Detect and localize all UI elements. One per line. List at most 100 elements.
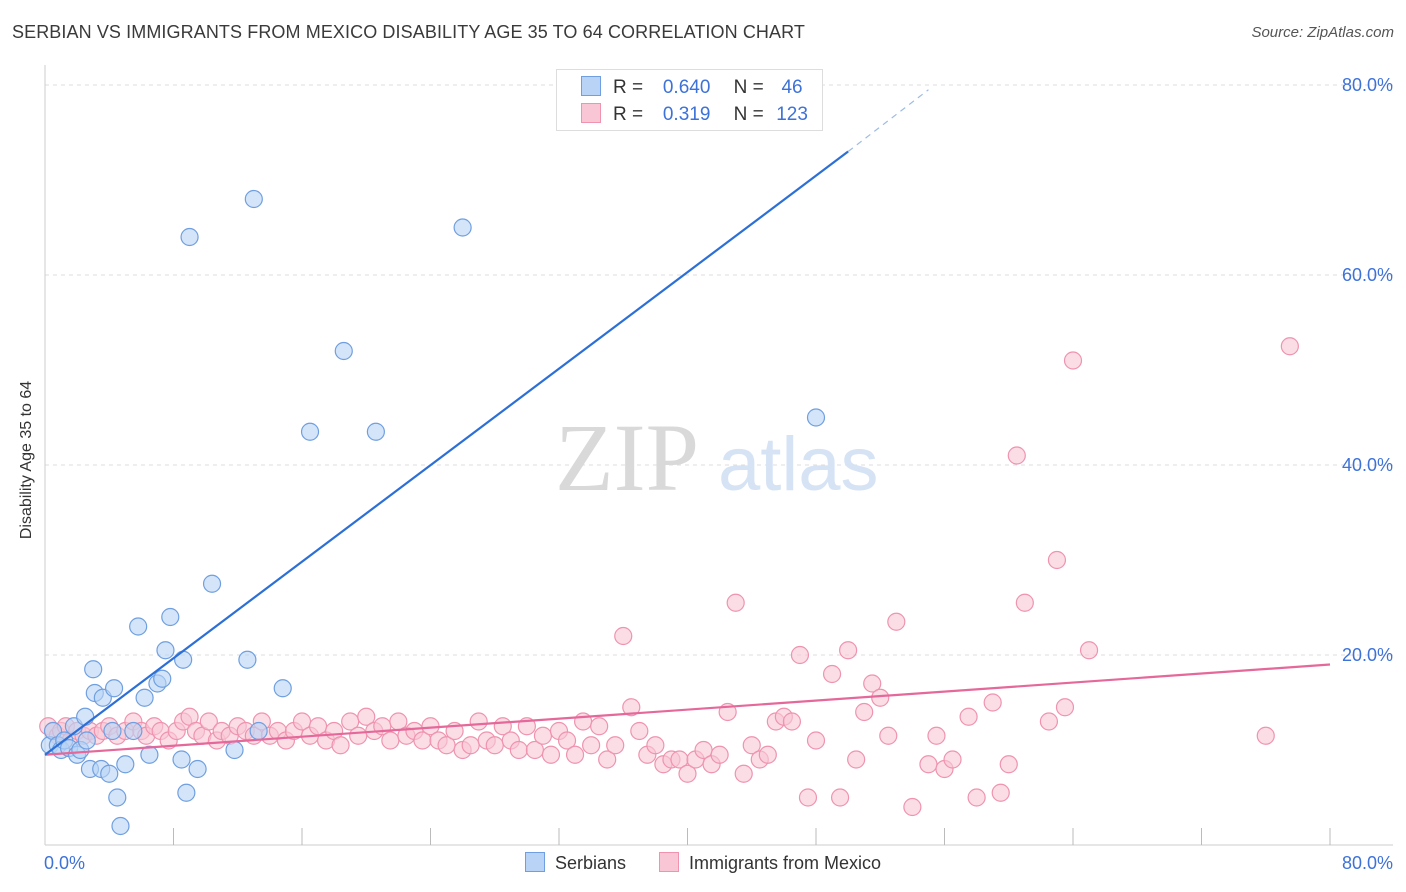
serbians-swatch [524,852,545,872]
serbian-point [453,218,472,237]
mexico-point [830,788,850,807]
mexico-point [565,745,585,764]
r-value: 0.319 [662,104,711,125]
mexico-point [943,750,962,769]
source-label: Source: ZipAtlas.com [1251,24,1394,41]
serbian-point [244,189,263,209]
mexico-point [1256,726,1275,745]
mexico-point [726,593,745,612]
mexico-swatch [581,103,601,123]
mexico-point [622,698,641,717]
mexico-point [847,750,866,769]
mexico-point [790,645,810,665]
serbian-point [140,745,159,764]
serbian-point [84,660,103,679]
mexico-point [509,740,528,760]
serbian-point [366,422,385,441]
y-tick-label: 60.0% [1342,265,1393,285]
mexico-point [678,764,697,783]
serbian-point [180,227,199,247]
mexico-point [1039,712,1059,731]
mexico-point [734,764,753,783]
mexico-point [1280,337,1299,356]
mexico-point [742,736,761,755]
trend-lines [44,89,1331,756]
serbian-point [188,759,207,779]
serbian-point [104,679,124,698]
mexico-point [614,626,633,646]
n-value: 123 [776,104,808,125]
mexico-point [983,693,1002,712]
mexico-point [806,731,826,750]
mexico-point [331,736,350,755]
mexico-point [381,731,400,750]
mexico-point [1079,641,1099,660]
legend-label: Serbians [554,853,626,873]
serbian-point [103,721,122,741]
mexico-point [903,797,922,817]
legend-row-serbians: R = 0.640 N = 46 [581,76,815,99]
legend-label: Immigrants from Mexico [689,853,882,873]
mexico-point [461,736,480,755]
mexico-point [782,712,802,731]
watermark-atlas: atlas [718,422,879,507]
serbian-trend-extension [847,89,929,152]
y-tick-label: 80.0% [1342,75,1393,95]
x-tick-label: 80.0% [1342,853,1393,873]
n-label: N = [733,104,764,125]
mexico-swatch [659,852,679,872]
mexico-trend-line [44,663,1331,756]
serbian-point [108,788,127,807]
mexico-point [879,726,898,745]
legend-item-mexico: Immigrants from Mexico [659,852,881,874]
series-legend: Serbians Immigrants from Mexico [0,852,1406,874]
serbian-trend-line [44,150,849,756]
mexico-point [541,745,561,764]
mexico-point [1015,593,1034,612]
serbian-point [174,650,193,669]
mexico-point [349,726,368,745]
mexico-point [533,726,553,745]
mexico-point [1055,698,1075,717]
mexico-point [485,736,504,755]
serbian-point [300,422,320,441]
serbian-point [161,607,180,627]
mexico-point [798,788,818,807]
mexico-point [839,641,858,660]
serbian-point [249,721,268,741]
tick-labels: 20.0% 40.0% 60.0% 80.0% 0.0% 80.0% [44,75,1393,873]
mexico-point [871,688,890,707]
serbian-point [202,574,222,593]
mexico-point [557,731,577,750]
serbian-point [129,617,148,636]
mexico-point [630,721,649,741]
correlation-legend: R = 0.640 N = 46 R = 0.319 N = 123 [556,69,823,131]
serbian-point [806,408,826,427]
serbian-point [100,764,119,783]
serbian-point [177,783,196,802]
mexico-point [469,712,488,731]
legend-item-serbians: Serbians [524,852,626,874]
serbian-point [135,688,154,707]
mexico-point [1047,550,1067,570]
n-value: 46 [781,77,803,98]
serbian-point [124,721,143,741]
mexico-point [357,707,376,726]
serbian-point [77,731,96,750]
y-axis-label: Disability Age 35 to 64 [18,380,35,540]
serbian-point [153,669,172,688]
serbian-point [225,740,244,760]
y-tick-label: 40.0% [1342,455,1393,475]
mexico-point [927,726,946,745]
y-tick-label: 20.0% [1342,645,1393,665]
legend-row-mexico: R = 0.319 N = 123 [581,103,815,126]
mexico-point [887,612,906,631]
serbian-point [156,641,175,660]
mexico-point [991,783,1010,802]
serbian-point [76,707,95,726]
r-label: R = [613,77,644,98]
serbian-point [111,816,130,836]
mexico-point [863,674,882,693]
watermark: ZIP atlas [555,404,879,511]
serbian-point [116,755,135,774]
